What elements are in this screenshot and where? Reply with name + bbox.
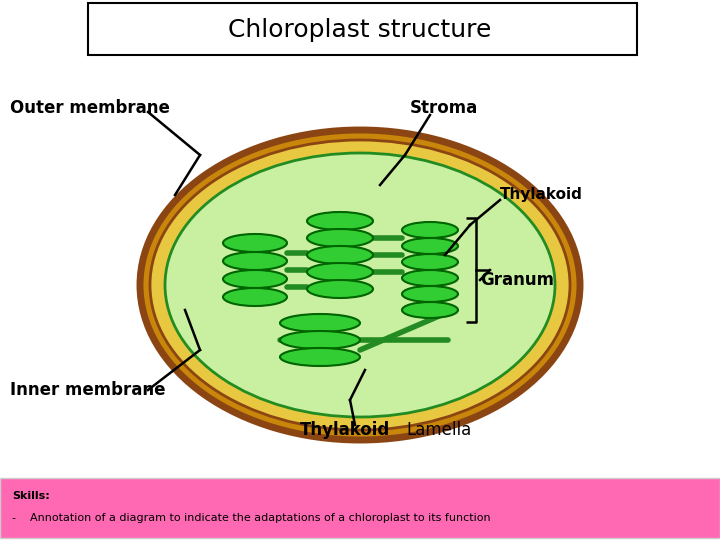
Ellipse shape <box>307 229 373 247</box>
Ellipse shape <box>307 246 373 264</box>
Text: Thylakoid: Thylakoid <box>500 187 583 202</box>
Ellipse shape <box>223 288 287 306</box>
Ellipse shape <box>165 153 555 417</box>
FancyBboxPatch shape <box>88 3 637 55</box>
Text: Stroma: Stroma <box>410 99 478 117</box>
Text: Inner membrane: Inner membrane <box>10 381 166 399</box>
Text: Thylakoid: Thylakoid <box>300 421 390 439</box>
Ellipse shape <box>402 270 458 286</box>
Ellipse shape <box>402 222 458 238</box>
Ellipse shape <box>280 314 360 332</box>
Ellipse shape <box>402 238 458 254</box>
Ellipse shape <box>280 331 360 349</box>
Ellipse shape <box>307 280 373 298</box>
Ellipse shape <box>280 348 360 366</box>
Ellipse shape <box>402 302 458 318</box>
Ellipse shape <box>402 286 458 302</box>
Ellipse shape <box>307 263 373 281</box>
Ellipse shape <box>223 270 287 288</box>
Ellipse shape <box>402 254 458 270</box>
Ellipse shape <box>223 252 287 270</box>
FancyBboxPatch shape <box>0 478 720 538</box>
Text: Outer membrane: Outer membrane <box>10 99 170 117</box>
Ellipse shape <box>140 130 580 440</box>
Text: Skills:: Skills: <box>12 491 50 501</box>
Text: Granum: Granum <box>480 271 554 289</box>
Text: Lamella: Lamella <box>406 421 472 439</box>
Ellipse shape <box>223 234 287 252</box>
Ellipse shape <box>150 140 570 430</box>
Text: Chloroplast structure: Chloroplast structure <box>228 18 492 42</box>
Ellipse shape <box>307 212 373 230</box>
Text: -    Annotation of a diagram to indicate the adaptations of a chloroplast to its: - Annotation of a diagram to indicate th… <box>12 513 490 523</box>
